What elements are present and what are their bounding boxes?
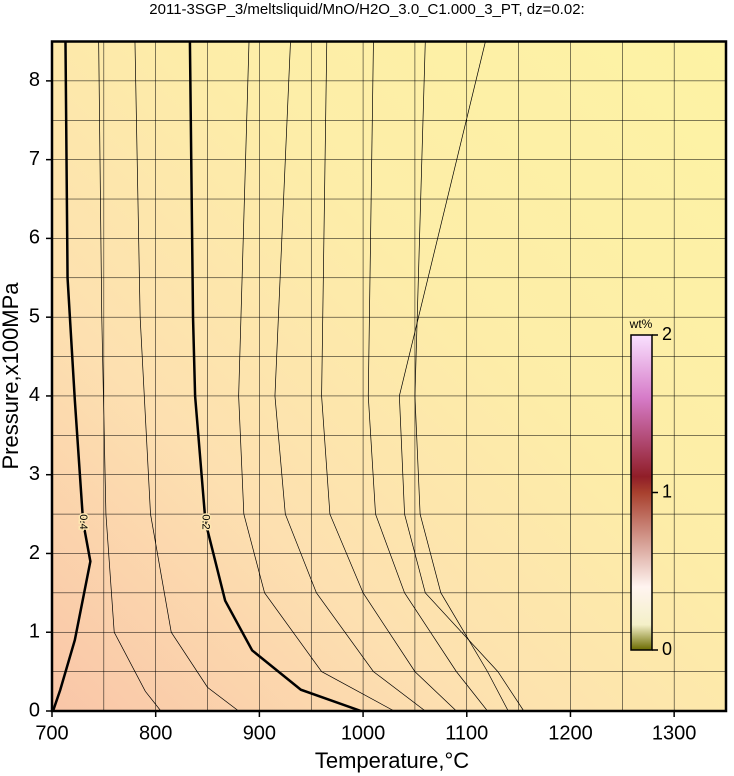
y-tick-label: 5 [29, 305, 40, 327]
plot-background [52, 41, 726, 711]
contour-line [52, 41, 92, 711]
colorbar-tick-label: 0 [662, 639, 672, 659]
contour-line [414, 41, 509, 711]
y-tick-label: 8 [29, 69, 40, 91]
colorbar [630, 334, 653, 651]
contour-label: 0.2 [200, 514, 212, 529]
y-tick-label: 6 [29, 227, 40, 249]
contour-line [98, 41, 162, 711]
y-tick-label: 2 [29, 542, 40, 564]
y-axis-label: Pressure,x100MPa [0, 282, 23, 470]
colorbar-tick-label: 2 [662, 324, 672, 344]
y-tick-label: 1 [29, 621, 40, 643]
colorbar-tick-label: 1 [662, 481, 672, 501]
x-tick-label: 1000 [341, 722, 386, 744]
plot-frame [50, 40, 728, 713]
chart-title: 2011-3SGP_3/meltsliquid/MnO/H2O_3.0_C1.0… [149, 1, 584, 18]
x-tick-label: 1100 [445, 722, 488, 744]
x-tick-label: 700 [35, 722, 68, 744]
contour-line [274, 41, 426, 711]
y-tick-label: 7 [29, 148, 40, 170]
contour-line [238, 41, 395, 711]
contour-line [188, 41, 362, 711]
x-tick-label: 1200 [548, 722, 593, 744]
y-tick-label: 0 [29, 699, 40, 721]
x-tick-label: 800 [139, 722, 172, 744]
y-tick-label: 4 [29, 384, 40, 406]
contour-line [399, 41, 525, 711]
colorbar-label: wt% [629, 317, 653, 331]
contour-line [134, 41, 239, 711]
plot-area: 0.4 0.2 [52, 41, 726, 711]
contour-label: 0.4 [77, 514, 89, 529]
contour-line [367, 41, 488, 711]
x-tick-label: 1300 [652, 722, 697, 744]
y-tick-label: 3 [29, 463, 40, 485]
x-axis-label: Temperature,°C [315, 748, 469, 773]
contour-line [321, 41, 457, 711]
x-tick-label: 900 [243, 722, 276, 744]
